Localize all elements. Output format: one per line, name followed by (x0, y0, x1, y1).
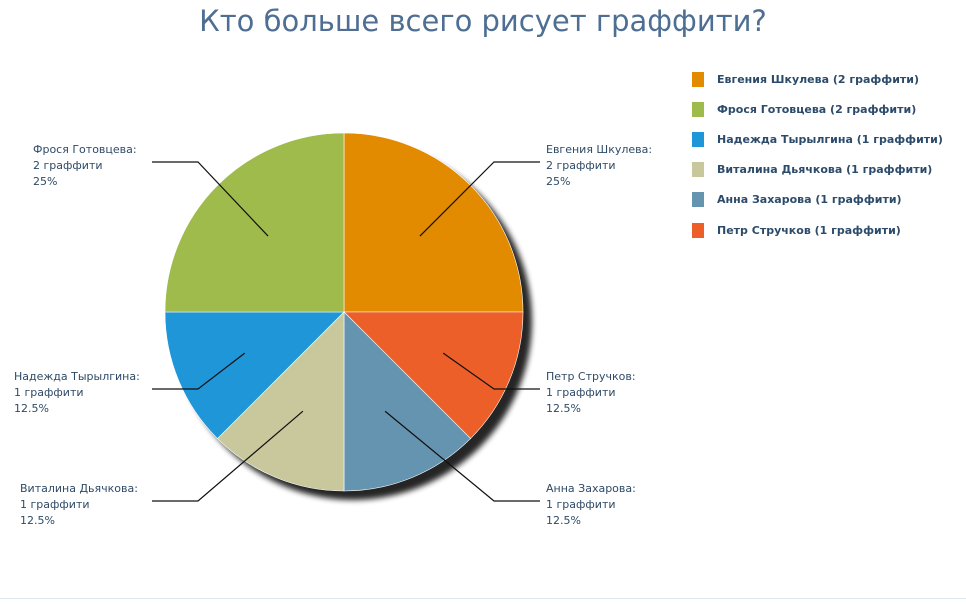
bottom-divider (0, 598, 966, 599)
callout-callout-name: Надежда Тырылгина: (14, 370, 140, 383)
leader-line-евгения-шкулева (419, 161, 540, 237)
leader-line-виталина-дьячкова (152, 410, 304, 502)
legend-label: Петр Стручков (1 граффити) (717, 223, 901, 237)
legend-swatch (692, 71, 704, 87)
callout-label-фрося-готовцева: Фрося Готовцева: 2 граффити 25% (33, 142, 137, 190)
callout-label-евгения-шкулева: Евгения Шкулева: 2 граффити 25% (546, 142, 652, 190)
legend-swatch (692, 192, 704, 208)
legend: Евгения Шкулева (2 граффити) Фрося Готовц… (692, 64, 943, 245)
callout-callout-count: 2 граффити (33, 159, 103, 172)
pie-slice-петр-стручков[interactable] (343, 311, 524, 439)
legend-label: Анна Захарова (1 граффити) (717, 193, 902, 207)
callout-callout-name: Петр Стручков: (546, 370, 636, 383)
leader-line-надежда-тырылгина (152, 352, 246, 390)
callout-label-анна-захарова: Анна Захарова: 1 граффити 12.5% (546, 481, 636, 529)
callout-callout-name: Анна Захарова: (546, 482, 636, 495)
legend-item-анна-захарова[interactable]: Анна Захарова (1 граффити) (692, 185, 943, 215)
callout-callout-name: Фрося Готовцева: (33, 143, 137, 156)
legend-item-виталина-дьячкова[interactable]: Виталина Дьячкова (1 граффити) (692, 155, 943, 185)
callout-callout-count: 1 граффити (14, 386, 84, 399)
callout-callout-count: 1 граффити (20, 498, 90, 511)
legend-label: Фрося Готовцева (2 граффити) (717, 102, 917, 116)
callout-callout-count: 1 граффити (546, 498, 616, 511)
callout-percent: 12.5% (546, 514, 581, 527)
callout-callout-name: Евгения Шкулева: (546, 143, 653, 156)
legend-swatch (692, 162, 704, 178)
chart-title: Кто больше всего рисует граффити? (199, 4, 767, 38)
callout-label-петр-стручков: Петр Стручков: 1 граффити 12.5% (546, 369, 636, 417)
callout-label-виталина-дьячкова: Виталина Дьячкова: 1 граффити 12.5% (20, 481, 138, 529)
legend-swatch (692, 222, 704, 238)
callout-callout-count: 1 граффити (546, 386, 616, 399)
callout-percent: 12.5% (546, 402, 581, 415)
leader-line-петр-стручков (442, 352, 540, 390)
legend-item-фрося-готовцева[interactable]: Фрося Готовцева (2 граффити) (692, 94, 943, 124)
callout-percent: 25% (546, 175, 571, 188)
legend-swatch (692, 101, 704, 117)
legend-swatch (692, 131, 704, 147)
legend-label: Виталина Дьячкова (1 граффити) (717, 163, 933, 177)
callout-percent: 12.5% (14, 402, 49, 415)
pie-slice-анна-захарова[interactable] (343, 311, 471, 492)
legend-label: Надежда Тырылгина (1 граффити) (717, 132, 943, 146)
pie-slice-виталина-дьячкова[interactable] (217, 311, 345, 492)
callout-percent: 12.5% (20, 514, 55, 527)
callout-percent: 25% (33, 175, 58, 188)
callout-callout-count: 2 граффити (546, 159, 616, 172)
callout-callout-name: Виталина Дьячкова: (20, 482, 138, 495)
callout-label-надежда-тырылгина: Надежда Тырылгина: 1 граффити 12.5% (14, 369, 140, 417)
legend-label: Евгения Шкулева (2 граффити) (717, 72, 920, 86)
legend-item-петр-стручков[interactable]: Петр Стручков (1 граффити) (692, 215, 943, 245)
legend-item-евгения-шкулева[interactable]: Евгения Шкулева (2 граффити) (692, 64, 943, 94)
leader-line-анна-захарова (384, 410, 540, 502)
leader-line-фрося-готовцева (152, 161, 269, 237)
legend-item-надежда-тырылгина[interactable]: Надежда Тырылгина (1 граффити) (692, 124, 943, 154)
pie-slice-надежда-тырылгина[interactable] (164, 311, 345, 439)
